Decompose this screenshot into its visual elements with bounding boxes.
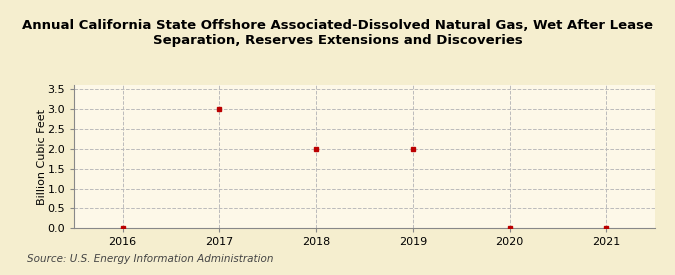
Y-axis label: Billion Cubic Feet: Billion Cubic Feet bbox=[37, 109, 47, 205]
Text: Annual California State Offshore Associated-Dissolved Natural Gas, Wet After Lea: Annual California State Offshore Associa… bbox=[22, 19, 653, 47]
Text: Source: U.S. Energy Information Administration: Source: U.S. Energy Information Administ… bbox=[27, 254, 273, 264]
